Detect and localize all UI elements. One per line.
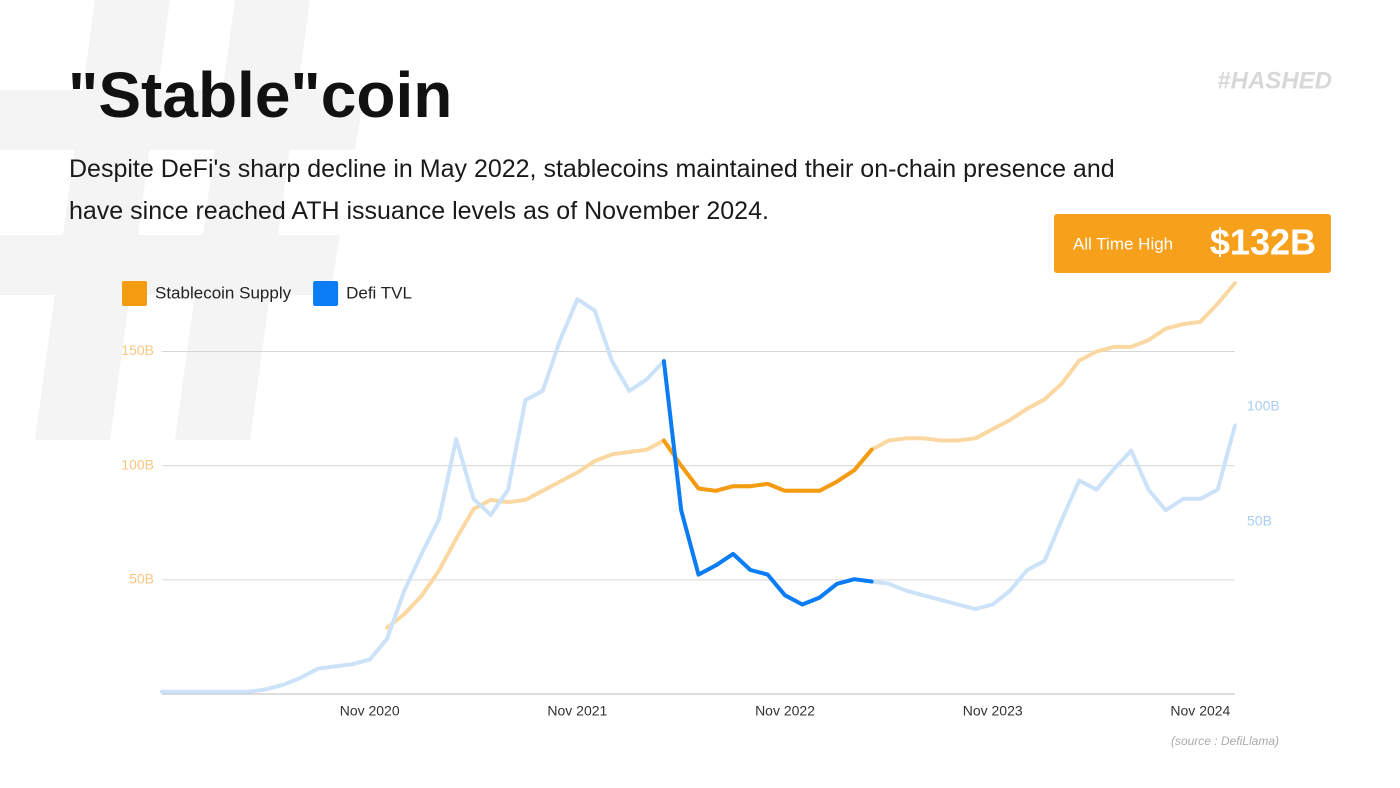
line-highlight [661, 359, 874, 607]
line [160, 297, 1237, 694]
hash-stroke [0, 235, 340, 295]
legend-swatch [122, 281, 147, 306]
legend-label: Defi TVL [346, 283, 412, 302]
legend-label: Stablecoin Supply [155, 283, 292, 302]
line-highlight [661, 438, 874, 493]
chart-title: "Stable"coin [68, 59, 452, 131]
x-tick-label: Nov 2023 [963, 703, 1023, 719]
subtitle: Despite DeFi's sharp decline in May 2022… [69, 155, 1115, 225]
y2-tick-label: 100B [1247, 398, 1280, 414]
x-tick-label: Nov 2022 [755, 703, 815, 719]
annotation-label: All Time High [1073, 234, 1173, 253]
annotation-value: $132B [1210, 222, 1316, 263]
y-tick-label: 150B [121, 342, 154, 358]
hash-stroke [0, 90, 365, 150]
source: (source : DefiLlama) [1171, 734, 1279, 748]
x-tick-label: Nov 2020 [340, 703, 400, 719]
y-tick-label: 50B [129, 571, 154, 587]
annotation-badge [1054, 214, 1331, 273]
y2-tick-label: 50B [1247, 512, 1272, 528]
y-tick-label: 100B [121, 456, 154, 472]
legend-swatch [313, 281, 339, 306]
background-hash [0, 0, 365, 440]
logo: #HASHED [1217, 67, 1332, 94]
x-tick-label: Nov 2024 [1170, 703, 1230, 719]
x-tick-label: Nov 2021 [547, 703, 607, 719]
